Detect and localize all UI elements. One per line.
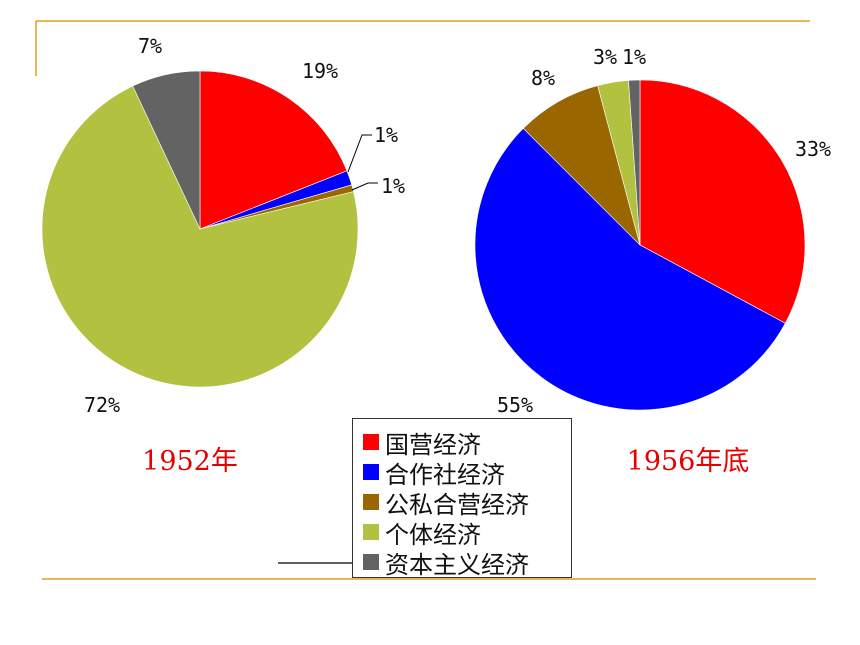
chart-title-1952: 1952年: [142, 446, 238, 477]
pie-slice: [639, 79, 806, 324]
legend-swatch: [363, 434, 379, 450]
legend-item: 资本主义经济: [363, 547, 529, 579]
pie-slice: [132, 70, 201, 230]
legend-swatch: [363, 554, 379, 570]
data-label: 1%: [622, 45, 646, 69]
data-label: 3%: [593, 45, 617, 69]
data-label: 55%: [497, 393, 533, 417]
data-label: 1%: [381, 174, 405, 198]
pie-slice: [628, 79, 641, 246]
chart-title-1956: 1956年底: [627, 446, 750, 477]
legend-label: 国营经济: [385, 430, 481, 459]
pie-slice: [474, 127, 786, 411]
legend-item: 国营经济: [363, 427, 481, 459]
pie-chart-1956: 33% 55% 8% 3% 1%: [474, 45, 831, 417]
data-label: 33%: [795, 137, 831, 161]
legend-swatch: [363, 494, 379, 510]
leader-line: [347, 134, 372, 173]
legend-item: 个体经济: [363, 517, 481, 549]
slide-frame: [35, 20, 816, 580]
legend-label: 公私合营经济: [385, 490, 529, 519]
legend-label: 资本主义经济: [385, 550, 529, 579]
legend-label: 个体经济: [385, 520, 481, 549]
data-label: 7%: [138, 34, 162, 58]
pie-slice: [41, 85, 359, 388]
pie-chart-1952: 19% 1% 1% 72% 7%: [41, 34, 405, 417]
legend: 国营经济 合作社经济 公私合营经济 个体经济 资本主义经济: [352, 418, 572, 579]
pie-slice: [199, 70, 348, 230]
legend-label: 合作社经济: [385, 460, 505, 489]
pie-slice: [522, 85, 641, 247]
data-label: 1%: [374, 123, 398, 147]
data-label: 19%: [302, 59, 338, 83]
legend-swatch: [363, 464, 379, 480]
legend-item: 合作社经济: [363, 457, 505, 489]
data-label: 8%: [531, 66, 555, 90]
legend-swatch: [363, 524, 379, 540]
data-label: 72%: [84, 393, 120, 417]
legend-item: 公私合营经济: [363, 487, 529, 519]
leader-line: [351, 182, 378, 191]
